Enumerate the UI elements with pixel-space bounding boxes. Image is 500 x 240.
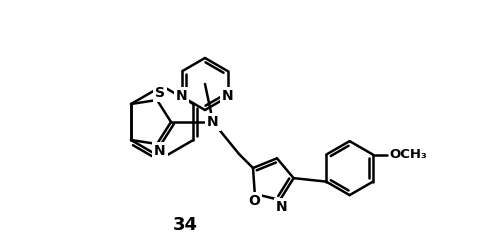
Text: N: N: [276, 200, 287, 214]
Text: N: N: [176, 89, 188, 103]
Text: N: N: [207, 115, 219, 129]
Text: N: N: [222, 89, 234, 103]
Text: N: N: [154, 144, 166, 158]
Text: OCH₃: OCH₃: [389, 148, 426, 161]
Text: S: S: [155, 86, 165, 100]
Text: O: O: [248, 194, 260, 208]
Text: 34: 34: [172, 216, 198, 234]
